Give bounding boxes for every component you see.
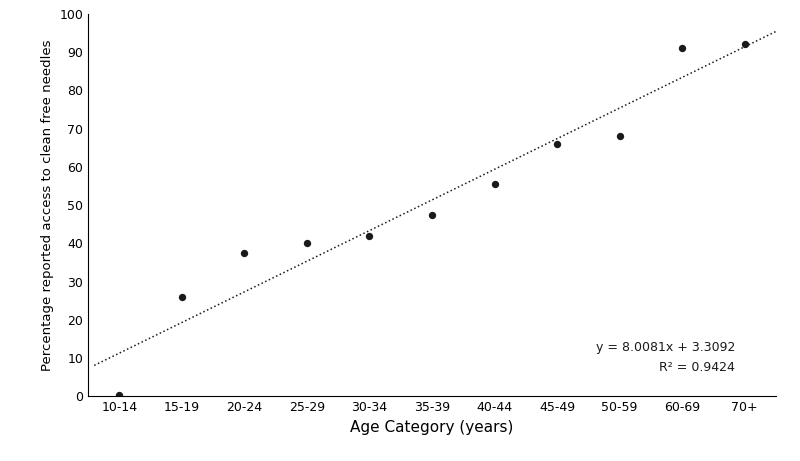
Point [738, 41, 751, 48]
Point [614, 133, 626, 140]
Point [113, 391, 126, 398]
Point [676, 45, 689, 52]
X-axis label: Age Category (years): Age Category (years) [350, 420, 514, 435]
Point [488, 180, 501, 188]
Point [363, 232, 376, 239]
Point [175, 293, 188, 301]
Y-axis label: Percentage reported access to clean free needles: Percentage reported access to clean free… [41, 39, 54, 371]
Text: R² = 0.9424: R² = 0.9424 [659, 361, 735, 373]
Point [550, 140, 563, 148]
Text: y = 8.0081x + 3.3092: y = 8.0081x + 3.3092 [596, 342, 735, 355]
Point [301, 240, 314, 247]
Point [238, 249, 250, 257]
Point [426, 211, 438, 219]
